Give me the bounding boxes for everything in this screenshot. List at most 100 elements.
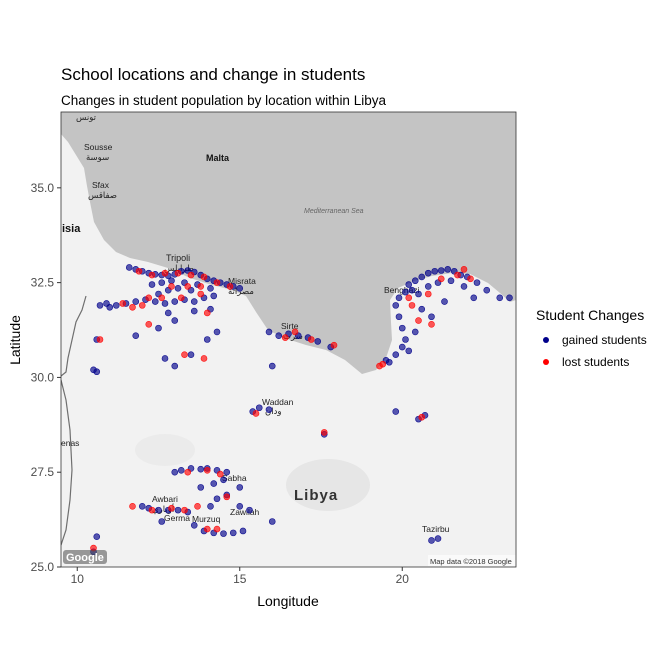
point-gained — [239, 527, 247, 535]
point-lost — [281, 334, 289, 341]
point-gained — [184, 267, 192, 274]
point-gained — [441, 298, 448, 305]
point-gained — [418, 273, 426, 281]
point-gained — [213, 328, 221, 336]
point-gained — [148, 281, 156, 288]
point-gained — [210, 292, 218, 300]
label-sirte-ar: سرت — [283, 331, 303, 341]
chart-title: School locations and change in students — [61, 65, 365, 84]
point-lost — [424, 290, 432, 298]
point-gained — [158, 518, 166, 525]
point-lost — [437, 275, 445, 283]
point-lost — [223, 493, 231, 501]
point-gained — [93, 368, 101, 376]
x-axis: 10 15 20 — [71, 567, 410, 586]
y-tick-label: 32.5 — [31, 276, 55, 290]
point-gained — [190, 307, 198, 315]
point-gained — [236, 503, 244, 510]
point-gained — [437, 267, 445, 274]
google-logo: Google — [66, 552, 104, 564]
label-sfax-ar: صفاقس — [88, 190, 117, 200]
credit-bg — [428, 555, 516, 566]
point-lost — [418, 413, 426, 421]
point-gained — [174, 506, 182, 514]
point-gained — [106, 303, 114, 311]
x-axis-title: Longitude — [257, 593, 319, 609]
point-gained — [155, 506, 162, 514]
point-lost — [226, 283, 234, 290]
point-gained — [168, 277, 175, 285]
point-gained — [138, 503, 146, 510]
point-gained — [314, 338, 322, 345]
point-gained — [229, 529, 237, 537]
point-gained — [236, 484, 244, 491]
point-gained — [190, 298, 198, 305]
point-lost — [428, 321, 435, 328]
label-sea: Mediterranean Sea — [304, 208, 364, 215]
point-gained — [392, 302, 400, 309]
legend-key-lost — [543, 359, 549, 365]
point-lost — [307, 336, 315, 343]
point-gained — [164, 309, 172, 317]
label-awbari: Awbari — [152, 494, 178, 504]
point-gained — [203, 336, 211, 343]
point-gained — [402, 336, 409, 343]
label-sousse: Sousse — [84, 142, 113, 152]
label-tripoli-ar: طرابلس — [164, 263, 194, 273]
point-lost — [203, 525, 211, 533]
point-gained — [171, 362, 179, 370]
point-gained — [444, 266, 452, 273]
map-credit: Map data ©2018 Google — [430, 557, 512, 566]
point-gained — [132, 332, 140, 340]
point-gained — [177, 467, 185, 474]
point-lost — [320, 429, 328, 436]
point-lost — [203, 309, 211, 317]
point-gained — [125, 264, 133, 271]
point-gained — [171, 298, 179, 305]
point-gained — [424, 269, 432, 277]
point-gained — [265, 328, 273, 336]
point-gained — [411, 328, 419, 336]
point-gained — [93, 533, 101, 540]
point-gained — [171, 468, 179, 476]
point-gained — [155, 324, 162, 332]
point-lost — [213, 525, 221, 533]
point-gained — [174, 285, 182, 292]
point-gained — [395, 313, 403, 321]
point-lost — [119, 300, 127, 307]
x-tick-label: 20 — [396, 572, 410, 586]
label-sfax: Sfax — [92, 180, 110, 190]
point-gained — [431, 267, 439, 275]
point-gained — [411, 277, 419, 285]
legend: Student Changes gained students lost stu… — [536, 307, 647, 369]
point-gained — [161, 300, 169, 307]
point-gained — [197, 465, 205, 473]
chart-subtitle: Changes in student population by locatio… — [61, 93, 386, 108]
point-lost — [197, 290, 205, 298]
point-lost — [168, 504, 175, 512]
point-gained — [402, 288, 409, 296]
point-lost — [252, 410, 260, 417]
point-gained — [255, 404, 263, 412]
point-gained — [236, 285, 244, 292]
point-lost — [408, 302, 416, 309]
point-lost — [405, 294, 413, 302]
point-lost — [158, 294, 166, 302]
point-gained — [506, 294, 513, 302]
label-tripoli: Tripoli — [166, 253, 190, 263]
x-tick-label: 15 — [233, 572, 247, 586]
label-waddan: Waddan — [262, 397, 294, 407]
point-gained — [268, 362, 276, 370]
point-gained — [418, 305, 426, 313]
point-gained — [207, 503, 214, 510]
point-gained — [428, 537, 435, 544]
point-gained — [470, 294, 478, 302]
point-lost — [187, 271, 195, 279]
point-lost — [194, 503, 201, 510]
point-lost — [197, 283, 205, 290]
point-gained — [496, 294, 504, 302]
point-gained — [171, 317, 179, 324]
point-lost — [454, 271, 461, 279]
label-tunisia: isia — [62, 223, 81, 235]
